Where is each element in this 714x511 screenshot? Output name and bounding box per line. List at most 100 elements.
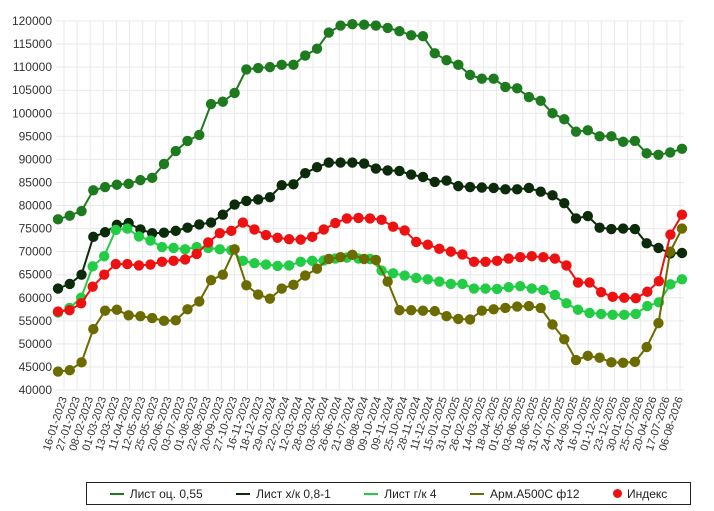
data-point [630, 293, 641, 304]
data-point [335, 20, 346, 31]
legend-item[interactable]: Арм.А500С ф12 [470, 487, 580, 501]
data-point [619, 292, 630, 303]
data-point [676, 247, 688, 259]
legend-swatch [236, 492, 251, 495]
data-point [572, 277, 584, 288]
data-point [653, 317, 664, 329]
data-point [549, 289, 561, 301]
data-point [260, 259, 272, 270]
data-point [88, 231, 99, 243]
data-point [241, 64, 252, 75]
data-point [99, 181, 111, 193]
legend-swatch [470, 492, 485, 495]
legend-item[interactable]: Индекс [612, 487, 667, 501]
y-tick-label: 90000 [19, 152, 53, 166]
data-point [488, 304, 499, 315]
data-point [135, 174, 146, 186]
data-point [99, 305, 111, 316]
data-point [76, 269, 87, 280]
data-point [283, 233, 295, 245]
y-tick-label: 80000 [19, 199, 53, 213]
data-point [288, 279, 299, 291]
legend-label: Лист х/к 0,8-1 [256, 486, 331, 501]
data-point [434, 243, 445, 255]
y-tick-label: 45000 [19, 360, 53, 374]
data-point [300, 270, 311, 281]
data-point [300, 50, 311, 61]
legend-item[interactable]: Лист г/к 4 [364, 486, 437, 501]
data-point [370, 20, 382, 31]
data-point [158, 158, 170, 170]
data-point [52, 283, 64, 294]
data-point [110, 258, 121, 270]
data-point [595, 308, 607, 320]
data-point [561, 298, 572, 309]
data-point [335, 251, 346, 263]
data-point [358, 253, 370, 265]
data-point [676, 209, 688, 220]
y-tick-label: 100000 [12, 106, 52, 120]
data-point [135, 311, 146, 322]
data-point [607, 291, 618, 303]
data-point [559, 114, 570, 125]
data-point [64, 210, 75, 221]
data-point [464, 69, 476, 81]
data-point [570, 354, 582, 366]
data-point [168, 242, 179, 254]
data-point [52, 366, 64, 377]
data-point [295, 256, 306, 267]
legend-item[interactable]: Лист оц. 0,55 [109, 486, 203, 501]
data-point [399, 270, 410, 281]
data-point [226, 225, 237, 237]
data-point [353, 212, 364, 224]
data-point [480, 256, 491, 267]
data-point [237, 217, 249, 228]
data-point [457, 278, 468, 290]
data-point [382, 276, 393, 287]
data-point [503, 253, 514, 264]
data-point [252, 62, 264, 74]
data-point [411, 236, 422, 248]
data-point [476, 182, 488, 193]
data-point [283, 260, 295, 271]
data-point [156, 241, 168, 253]
data-point [288, 59, 299, 71]
data-point [538, 284, 549, 296]
legend-label: Лист г/к 4 [384, 486, 437, 501]
data-point [572, 304, 584, 315]
y-tick-label: 85000 [19, 175, 53, 189]
data-point [123, 310, 134, 321]
data-point [300, 168, 311, 179]
data-point [122, 223, 133, 234]
legend-item[interactable]: Лист х/к 0,8-1 [236, 487, 331, 501]
data-point [179, 254, 191, 265]
data-point [382, 22, 393, 34]
legend-label: Арм.А500С ф12 [490, 486, 580, 501]
data-point [549, 253, 561, 264]
data-point [441, 311, 452, 322]
y-tick-label: 115000 [13, 37, 52, 51]
data-point [370, 163, 382, 174]
data-point [584, 277, 595, 288]
data-point [358, 158, 370, 169]
data-point [87, 281, 98, 292]
data-point [387, 221, 399, 232]
data-point [488, 182, 499, 194]
data-point [99, 269, 110, 280]
data-point [515, 281, 526, 292]
data-point [406, 30, 417, 41]
data-point [122, 258, 133, 270]
legend-label: Лист оц. 0,55 [129, 486, 203, 501]
data-point [264, 191, 276, 203]
data-point [653, 242, 664, 254]
data-point [570, 126, 582, 137]
data-point [561, 260, 572, 271]
data-point [252, 289, 264, 300]
data-point [538, 251, 549, 263]
data-point [179, 244, 191, 255]
data-point [111, 304, 123, 315]
data-point [276, 59, 287, 71]
data-point [311, 263, 323, 274]
data-point [88, 323, 99, 335]
data-point [145, 235, 156, 246]
